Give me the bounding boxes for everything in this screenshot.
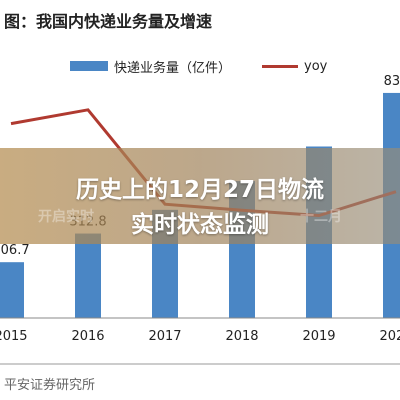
x-tick-label: 2019 [302, 329, 335, 344]
legend-line-series: yoy [262, 56, 327, 76]
overlay-ghost-right: 十二月 [300, 209, 342, 225]
chart-title: 图：我国内快递业务量及增速 [4, 12, 213, 31]
source-note: 平安证券研究所 [4, 378, 96, 393]
legend-bar-label: 快递业务量（亿件） [114, 60, 232, 76]
x-tick-label: 2016 [71, 329, 104, 344]
x-tick-label: 2015 [0, 329, 28, 344]
legend-line-label: yoy [304, 58, 328, 74]
overlay-band [0, 148, 400, 244]
x-tick-label: 2018 [225, 329, 258, 344]
x-tick-label: 2020 [379, 329, 400, 344]
overlay-ghost-left: 开启实时 [38, 209, 94, 225]
x-tick-label: 2017 [148, 329, 181, 344]
bar-2015 [0, 262, 24, 318]
overlay-title-line2: 实时状态监测 [131, 212, 269, 238]
legend-bar-series: 快递业务量（亿件） [70, 56, 231, 76]
legend-line-swatch [262, 64, 298, 68]
data-label: 206.7 [0, 243, 30, 258]
legend-bar-swatch [70, 61, 108, 71]
overlay-title-line1: 历史上的12月27日物流 [75, 177, 324, 203]
bar-2016 [75, 233, 101, 318]
data-label: 833 [384, 74, 400, 89]
